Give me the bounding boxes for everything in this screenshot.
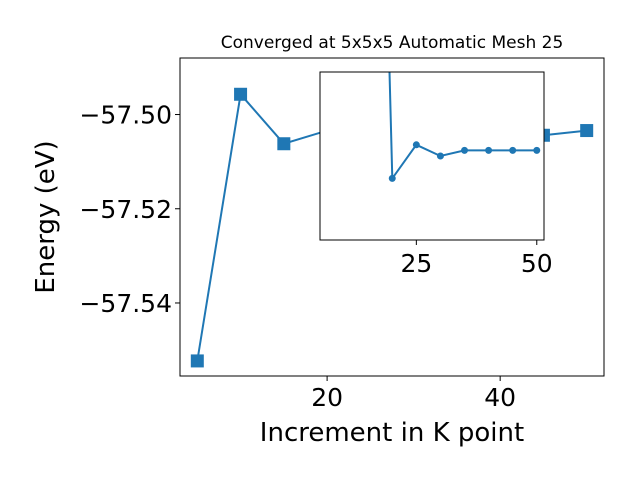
inset-data-point	[533, 146, 541, 154]
inset-x-tick-label: 50	[521, 249, 553, 278]
inset-x-tick-label: 25	[400, 249, 432, 278]
main-x-tick-label: 40	[484, 383, 516, 412]
main-y-tick-label: −57.52	[79, 195, 172, 224]
inset-data-point	[509, 146, 517, 154]
main-data-point	[580, 124, 594, 138]
chart-title: Converged at 5x5x5 Automatic Mesh 25	[221, 33, 564, 53]
main-data-point	[277, 137, 291, 151]
main-x-tick-label: 20	[311, 383, 343, 412]
inset-frame	[319, 71, 545, 241]
main-data-point	[234, 87, 248, 101]
inset-data-point	[436, 152, 444, 160]
inset-data-point	[388, 174, 396, 182]
main-axis-ticks: 20 40 −57.50 −57.52 −57.54	[79, 101, 516, 412]
y-axis-label: Energy (eV)	[31, 140, 61, 293]
inset-series-layer	[388, 72, 541, 182]
inset-data-point	[461, 146, 469, 154]
x-axis-label: Increment in K point	[260, 418, 524, 448]
inset-plot-area	[319, 71, 545, 241]
main-y-tick-label: −57.50	[79, 101, 172, 130]
inset-series-line	[388, 72, 537, 182]
main-data-point	[190, 354, 204, 368]
inset-data-point	[412, 141, 420, 149]
inset-data-point	[485, 146, 493, 154]
main-y-tick-label: −57.54	[79, 289, 172, 318]
